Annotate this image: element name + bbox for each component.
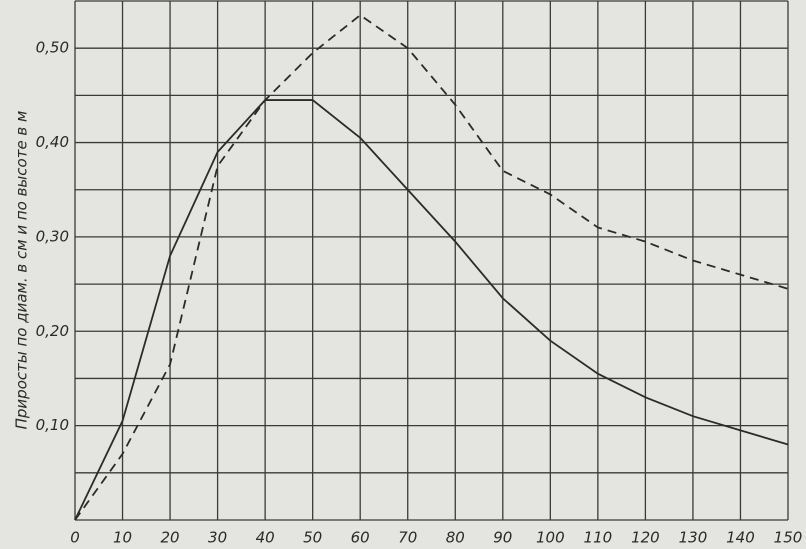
- x-tick-label: 50: [303, 529, 322, 547]
- x-tick-label: 30: [208, 529, 227, 547]
- x-tick-label: 90: [493, 529, 512, 547]
- x-tick-label: 140: [726, 529, 755, 547]
- y-axis-label: Приросты по диам. в см и по высоте в м: [13, 111, 31, 430]
- y-tick-label: 0,10: [36, 416, 69, 434]
- x-tick-label: 60: [351, 529, 370, 547]
- x-tick-label: 70: [398, 529, 417, 547]
- data-line: [74, 14, 789, 521]
- x-tick-label: 130: [679, 529, 708, 547]
- x-tick-label: 150: [774, 529, 803, 547]
- x-tick-label: 40: [256, 529, 275, 547]
- x-tick-label: 110: [584, 529, 613, 547]
- y-tick-label: 0,20: [36, 322, 69, 340]
- y-tick-label: 0,30: [36, 227, 69, 245]
- x-tick-label: 0: [70, 529, 80, 547]
- x-tick-label: 120: [631, 529, 660, 547]
- x-tick-label: 100: [536, 529, 565, 547]
- x-tick-label: 10: [113, 529, 132, 547]
- y-tick-label: 0,40: [36, 133, 69, 151]
- x-tick-label: 20: [161, 529, 180, 547]
- y-tick-label: 0,50: [36, 39, 69, 57]
- x-tick-label: 80: [446, 529, 465, 547]
- data-line: [74, 99, 789, 521]
